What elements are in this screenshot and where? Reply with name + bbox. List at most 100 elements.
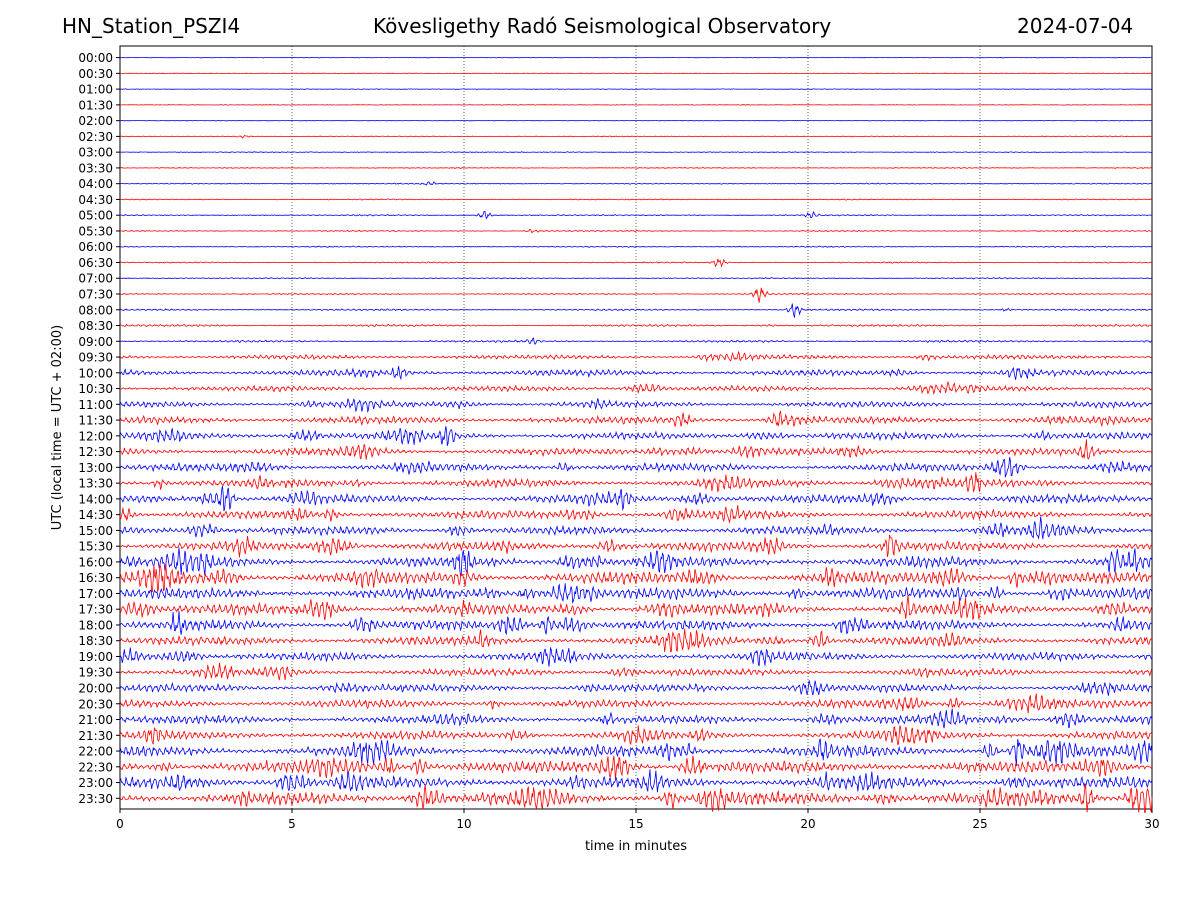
y-tick-label: 11:30 bbox=[78, 414, 113, 428]
trace-1800 bbox=[119, 610, 1153, 636]
x-tick-label: 15 bbox=[628, 817, 643, 831]
trace-1130 bbox=[119, 410, 1153, 428]
trace-1100 bbox=[119, 398, 1153, 413]
trace-2330 bbox=[119, 784, 1153, 813]
y-tick-label: 07:30 bbox=[78, 288, 113, 302]
trace-0200 bbox=[119, 119, 1152, 122]
x-tick-label: 0 bbox=[116, 817, 124, 831]
y-tick-label: 14:00 bbox=[78, 492, 113, 506]
y-tick-label: 17:30 bbox=[78, 603, 113, 617]
trace-2200 bbox=[119, 738, 1153, 766]
trace-0530 bbox=[119, 228, 1153, 234]
y-tick-label: 05:30 bbox=[78, 224, 113, 238]
trace-0100 bbox=[119, 88, 1153, 90]
x-tick-label: 10 bbox=[456, 817, 471, 831]
y-tick-label: 02:30 bbox=[78, 130, 113, 144]
y-tick-label: 08:00 bbox=[78, 303, 113, 317]
station-label: HN_Station_PSZI4 bbox=[62, 14, 241, 38]
y-tick-label: 08:30 bbox=[78, 319, 113, 333]
trace-1230 bbox=[119, 439, 1153, 460]
y-tick-label: 03:30 bbox=[78, 161, 113, 175]
y-tick-label: 03:00 bbox=[78, 146, 113, 160]
x-axis-label: time in minutes bbox=[585, 839, 687, 854]
y-tick-label: 04:00 bbox=[78, 177, 113, 191]
trace-1630 bbox=[119, 563, 1153, 593]
trace-1930 bbox=[119, 662, 1153, 681]
trace-0730 bbox=[120, 287, 1153, 303]
y-tick-label: 19:30 bbox=[78, 666, 113, 680]
trace-1200 bbox=[119, 426, 1153, 446]
trace-1000 bbox=[119, 366, 1153, 381]
trace-0900 bbox=[119, 337, 1153, 345]
y-tick-label: 15:00 bbox=[78, 524, 113, 538]
trace-0830 bbox=[119, 323, 1153, 328]
trace-1700 bbox=[119, 583, 1153, 604]
y-tick-label: 18:30 bbox=[78, 634, 113, 648]
trace-1500 bbox=[119, 516, 1153, 540]
x-tick-label: 5 bbox=[288, 817, 296, 831]
y-tick-label: 20:00 bbox=[78, 682, 113, 696]
trace-1300 bbox=[119, 456, 1153, 478]
trace-1330 bbox=[119, 472, 1153, 493]
y-tick-label: 11:00 bbox=[78, 398, 113, 412]
y-tick-label: 21:30 bbox=[78, 729, 113, 743]
y-tick-label: 18:00 bbox=[78, 618, 113, 632]
trace-2300 bbox=[119, 769, 1153, 793]
y-tick-label: 13:00 bbox=[78, 461, 113, 475]
y-tick-label: 16:00 bbox=[78, 555, 113, 569]
y-tick-label: 23:30 bbox=[78, 792, 113, 806]
y-tick-label: 00:30 bbox=[78, 67, 113, 81]
trace-0330 bbox=[119, 166, 1153, 169]
trace-0500 bbox=[119, 210, 1153, 220]
trace-1730 bbox=[119, 595, 1153, 621]
trace-1400 bbox=[119, 486, 1153, 512]
page-title: Kövesligethy Radó Seismological Observat… bbox=[373, 14, 832, 38]
y-tick-label: 22:30 bbox=[78, 760, 113, 774]
trace-0400 bbox=[119, 181, 1153, 186]
y-tick-label: 00:00 bbox=[78, 51, 113, 65]
y-tick-label: 09:00 bbox=[78, 335, 113, 349]
trace-1830 bbox=[119, 628, 1153, 653]
trace-0130 bbox=[119, 104, 1153, 106]
trace-1530 bbox=[119, 534, 1153, 558]
y-tick-label: 07:00 bbox=[78, 272, 113, 286]
y-tick-label: 06:30 bbox=[78, 256, 113, 270]
y-tick-label: 20:30 bbox=[78, 697, 113, 711]
trace-0430 bbox=[119, 198, 1153, 201]
y-tick-label: 06:00 bbox=[78, 240, 113, 254]
y-tick-label: 15:30 bbox=[78, 540, 113, 554]
trace-2000 bbox=[119, 680, 1153, 696]
trace-1030 bbox=[119, 381, 1153, 396]
trace-0930 bbox=[119, 350, 1153, 363]
trace-2230 bbox=[119, 755, 1153, 780]
y-tick-label: 23:00 bbox=[78, 776, 113, 790]
y-tick-label: 10:00 bbox=[78, 366, 113, 380]
y-tick-label: 21:00 bbox=[78, 713, 113, 727]
trace-0600 bbox=[119, 245, 1153, 248]
y-tick-label: 17:00 bbox=[78, 587, 113, 601]
x-tick-label: 30 bbox=[1144, 817, 1159, 831]
trace-1900 bbox=[119, 646, 1152, 667]
trace-0230 bbox=[119, 135, 1153, 139]
y-tick-label: 16:30 bbox=[78, 571, 113, 585]
trace-0800 bbox=[119, 303, 1153, 318]
y-tick-label: 05:00 bbox=[78, 209, 113, 223]
y-tick-label: 01:00 bbox=[78, 83, 113, 97]
trace-1600 bbox=[119, 547, 1153, 577]
y-axis-label: UTC (local time = UTC + 02:00) bbox=[50, 325, 65, 530]
trace-0700 bbox=[119, 276, 1153, 280]
y-tick-label: 13:30 bbox=[78, 477, 113, 491]
trace-1430 bbox=[119, 504, 1153, 524]
y-tick-label: 04:30 bbox=[78, 193, 113, 207]
trace-2030 bbox=[119, 693, 1153, 714]
x-tick-label: 25 bbox=[972, 817, 987, 831]
date-label: 2024-07-04 bbox=[1017, 14, 1134, 38]
trace-2100 bbox=[119, 708, 1153, 729]
y-tick-label: 02:00 bbox=[78, 114, 113, 128]
y-tick-label: 14:30 bbox=[78, 508, 113, 522]
x-tick-label: 20 bbox=[800, 817, 815, 831]
y-tick-label: 10:30 bbox=[78, 382, 113, 396]
trace-2130 bbox=[119, 724, 1153, 746]
trace-0300 bbox=[119, 151, 1153, 154]
